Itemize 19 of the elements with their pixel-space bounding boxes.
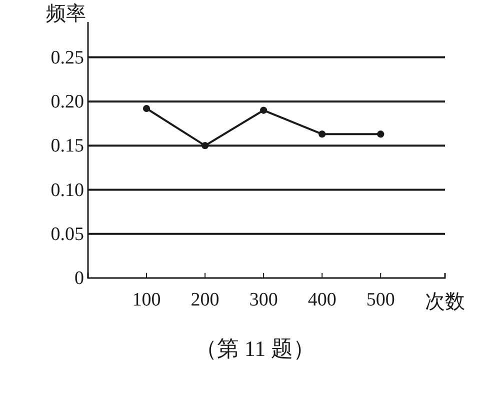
y-tick-label: 0.20 bbox=[50, 92, 84, 113]
text: （第 11 题） bbox=[194, 336, 316, 361]
x-tick-label: 500 bbox=[366, 290, 395, 311]
point bbox=[377, 130, 384, 138]
y-tick-label: 0 bbox=[74, 268, 84, 290]
y-tick-label: 0.25 bbox=[50, 47, 84, 68]
y-tick-label: 0.05 bbox=[50, 224, 84, 245]
point bbox=[318, 130, 326, 138]
x-tick-label: 400 bbox=[308, 290, 336, 311]
y-tick-label: 0.10 bbox=[50, 180, 84, 201]
x-axis-title: 次数 bbox=[425, 291, 465, 313]
y-tick-label: 0.15 bbox=[50, 136, 84, 157]
x-tick-label: 300 bbox=[249, 290, 278, 311]
point bbox=[142, 104, 150, 112]
point bbox=[260, 106, 268, 114]
x-tick-label: 100 bbox=[132, 290, 161, 311]
point bbox=[201, 142, 209, 150]
x-tick-label: 200 bbox=[190, 290, 220, 311]
y-axis-title: 频率 bbox=[46, 3, 86, 25]
